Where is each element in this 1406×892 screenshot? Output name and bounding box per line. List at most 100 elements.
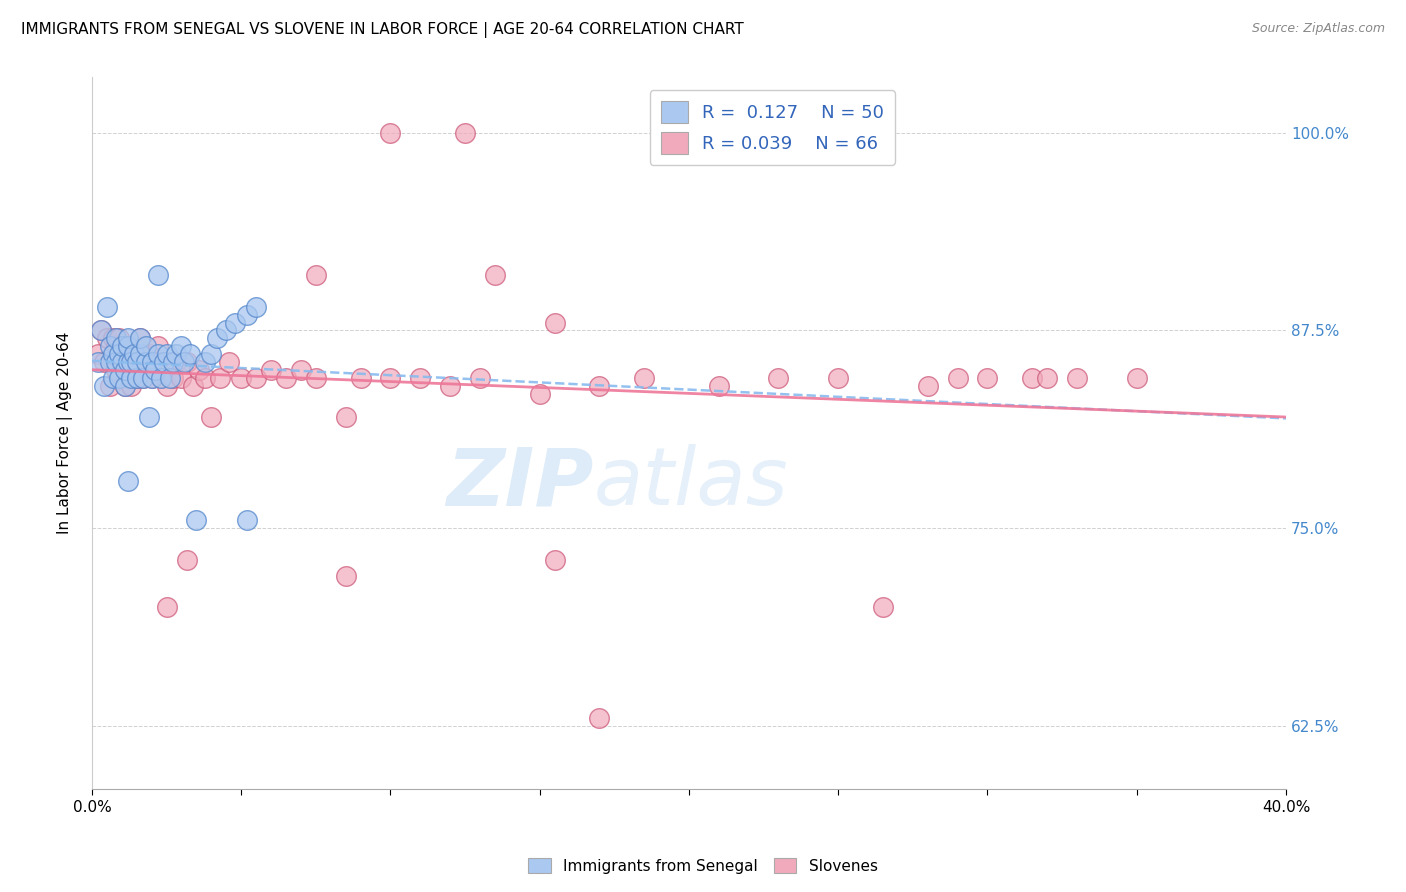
Point [131,371,153,385]
Point [90,324,112,338]
Point [165,355,187,369]
Point [1021,371,1043,385]
Point [165,347,187,361]
Point [107,371,129,385]
Point [155,379,177,393]
Point [162,371,184,385]
Point [159,355,181,369]
Point [101,347,124,361]
Point [90,324,112,338]
Point [468,371,491,385]
Point [104,339,127,353]
Point [120,371,142,385]
Text: IMMIGRANTS FROM SENEGAL VS SLOVENE IN LABOR FORCE | AGE 20-64 CORRELATION CHART: IMMIGRANTS FROM SENEGAL VS SLOVENE IN LA… [21,22,744,38]
Point [111,339,134,353]
Point [104,331,127,345]
Point [87,347,110,361]
Point [114,379,136,393]
Point [162,355,184,369]
Point [159,371,181,385]
Point [155,347,177,361]
Point [194,371,217,385]
Point [117,355,139,369]
Point [98,339,121,353]
Point [588,379,610,393]
Point [98,379,121,393]
Point [1125,371,1147,385]
Point [143,363,166,377]
Point [236,513,259,527]
Point [380,126,402,140]
Point [111,355,134,369]
Point [125,355,148,369]
Point [117,474,139,488]
Point [146,268,169,282]
Point [87,355,110,369]
Point [224,316,246,330]
Point [135,355,157,369]
Point [117,339,139,353]
Legend: Immigrants from Senegal, Slovenes: Immigrants from Senegal, Slovenes [522,852,884,880]
Point [633,371,655,385]
Point [200,410,222,425]
Point [146,347,169,361]
Point [101,355,124,369]
Point [93,355,115,369]
Point [176,553,198,567]
Point [111,339,134,353]
Point [122,347,145,361]
Point [872,600,894,615]
Point [120,355,142,369]
Point [117,331,139,345]
Point [976,371,998,385]
Point [380,371,402,385]
Point [107,347,129,361]
Point [146,339,169,353]
Point [149,371,172,385]
Point [768,371,790,385]
Point [454,126,477,140]
Point [101,331,124,345]
Point [543,553,565,567]
Point [170,371,193,385]
Point [215,324,238,338]
Point [155,600,177,615]
Point [104,363,127,377]
Point [141,371,163,385]
Point [98,355,121,369]
Legend: R =  0.127    N = 50, R = 0.039    N = 66: R = 0.127 N = 50, R = 0.039 N = 66 [650,90,894,165]
Point [93,379,115,393]
Point [125,355,148,369]
Point [218,355,240,369]
Point [117,355,139,369]
Point [111,355,134,369]
Point [152,355,174,369]
Point [245,371,267,385]
Point [209,371,232,385]
Point [207,331,229,345]
Point [335,410,357,425]
Point [439,379,461,393]
Point [305,371,328,385]
Point [114,379,136,393]
Point [122,347,145,361]
Point [231,371,253,385]
Point [236,308,259,322]
Point [114,363,136,377]
Point [305,268,328,282]
Point [335,568,357,582]
Point [138,410,160,425]
Point [543,316,565,330]
Point [188,363,211,377]
Point [183,379,205,393]
Point [290,363,312,377]
Point [529,386,551,401]
Point [138,347,160,361]
Point [707,379,730,393]
Point [125,371,148,385]
Point [117,339,139,353]
Point [245,300,267,314]
Point [96,300,118,314]
Point [120,355,142,369]
Point [152,355,174,369]
